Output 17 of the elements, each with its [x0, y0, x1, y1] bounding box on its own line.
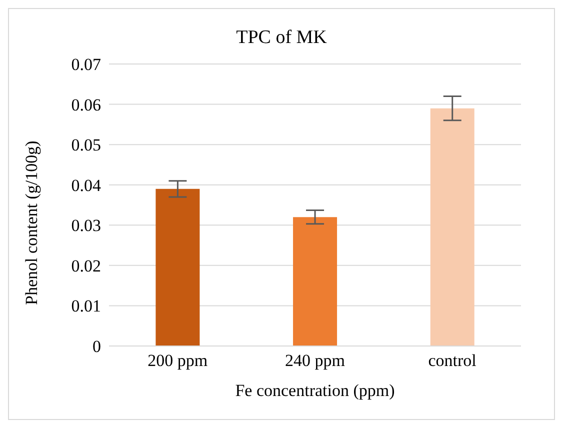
chart-title: TPC of MK — [235, 27, 328, 49]
y-tick-label: 0.01 — [71, 296, 101, 316]
y-axis-title: Phenol content (g/100g) — [22, 140, 42, 305]
y-tick-label: 0.05 — [71, 136, 101, 155]
y-tick-label: 0.02 — [71, 256, 101, 276]
y-tick-label: 0.06 — [71, 95, 101, 114]
y-tick-label: 0.03 — [71, 216, 101, 236]
bar — [156, 188, 200, 346]
x-axis-title: Fe concentration (ppm) — [235, 381, 395, 400]
x-tick-label: 200 ppm — [148, 351, 208, 370]
y-tick-label: 0.07 — [71, 55, 102, 74]
y-tick-label: 0 — [92, 337, 101, 356]
bar — [293, 217, 338, 346]
bar — [430, 108, 474, 346]
y-tick-label: 0.04 — [71, 176, 102, 195]
x-tick-label: control — [428, 351, 477, 370]
x-tick-label: 240 ppm — [285, 351, 345, 370]
